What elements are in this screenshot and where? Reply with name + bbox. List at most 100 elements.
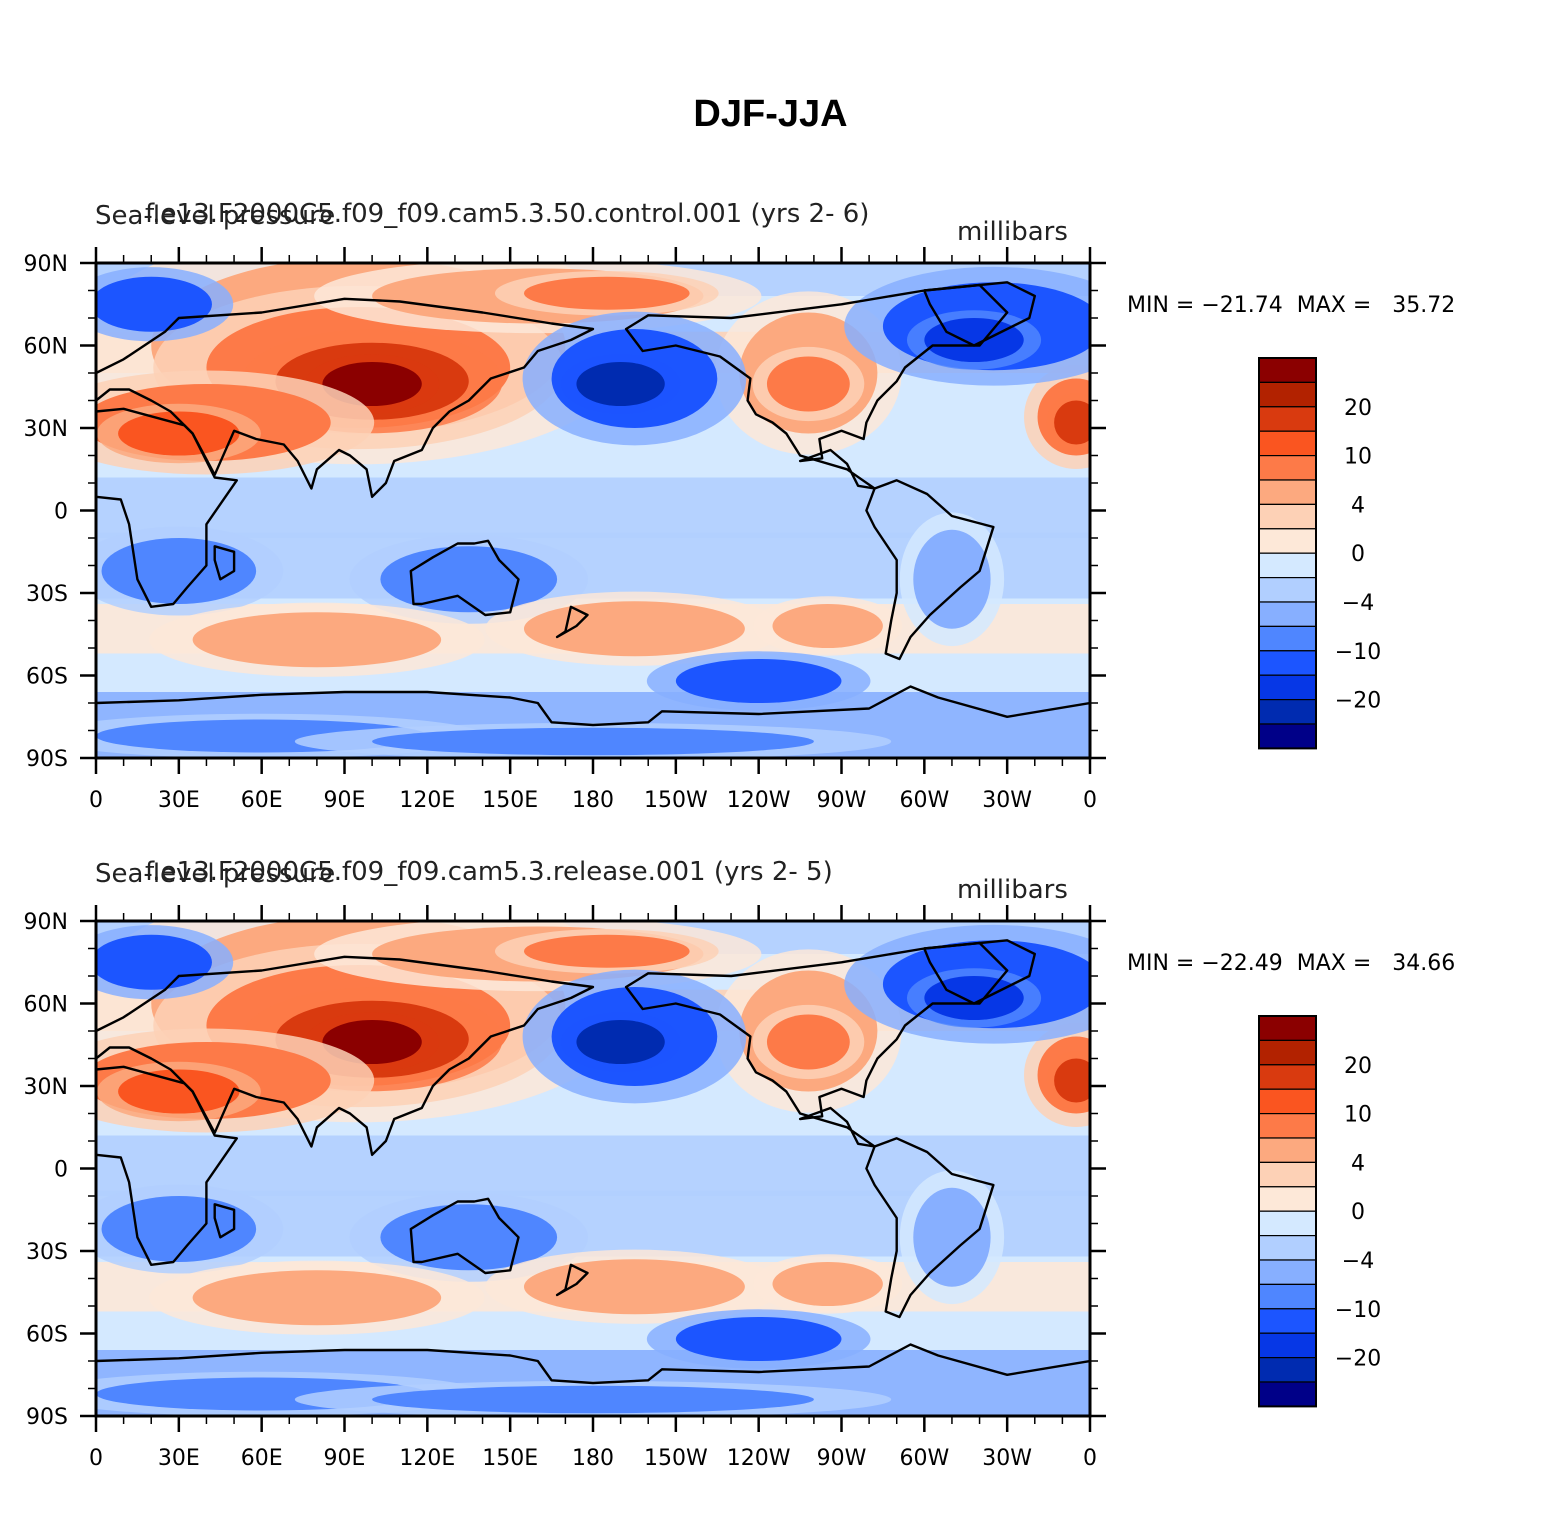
lat-label: 30N [24, 1075, 68, 1100]
colorbar-segment [1258, 1259, 1317, 1285]
pressure-contour [96, 934, 212, 990]
colorbar-segment [1258, 1137, 1317, 1163]
lon-label: 90W [817, 788, 867, 813]
pressure-contour [913, 529, 991, 629]
colorbar-segment [1258, 1064, 1317, 1090]
lat-label: 30S [26, 1240, 68, 1265]
colorbar: 20 10 4 0 −4 −10 −20 [1258, 1015, 1381, 1408]
colorbar-segment [1258, 528, 1317, 554]
colorbar-label: −4 [1342, 591, 1374, 616]
lat-label: 90S [26, 747, 68, 772]
lon-label: 180 [572, 1446, 614, 1471]
pressure-contour [772, 1262, 883, 1306]
pressure-contour [576, 362, 665, 406]
pressure-contour [372, 727, 814, 756]
colorbar-frame [1258, 357, 1317, 750]
coastline-antarctica [96, 1343, 1090, 1416]
colorbar-segment [1258, 1088, 1317, 1115]
lon-label: 0 [1083, 788, 1097, 813]
colorbar-segment [1258, 1161, 1317, 1188]
lat-label: 60N [24, 335, 68, 360]
colorbar-label: 0 [1351, 1200, 1365, 1225]
pressure-contour [118, 1069, 240, 1114]
lon-label: 60E [241, 1446, 283, 1471]
lon-label: 120W [727, 1446, 791, 1471]
colorbar-label: 20 [1344, 396, 1372, 421]
coastline-australia [409, 1197, 520, 1275]
colorbar-segment [1258, 357, 1317, 383]
colorbar-segment [1258, 406, 1317, 432]
lon-label: 120E [399, 1446, 455, 1471]
lon-label: 60E [241, 788, 283, 813]
colorbar-label: 20 [1344, 1054, 1372, 1079]
lat-label: 0 [54, 500, 68, 525]
sea-level-pressure-map: 90N 60N 30N 0 30S 60S 90S 0 30E 60E 90E 120E 150E 180… [24, 247, 1106, 813]
colorbar-segment [1258, 479, 1317, 505]
coastline-africa [96, 1065, 239, 1266]
colorbar-segment [1258, 1308, 1317, 1334]
colorbar-segment [1258, 503, 1317, 530]
colorbar-segment [1258, 1357, 1317, 1383]
pressure-contour [675, 1317, 842, 1361]
pressure-contour [523, 934, 690, 968]
colorbar-label: −10 [1335, 640, 1381, 665]
colorbar-segment [1258, 1283, 1317, 1310]
lat-label: 30N [24, 417, 68, 442]
lat-label: 60N [24, 993, 68, 1018]
coastline-madagascar [213, 545, 236, 581]
lat-label: 90S [26, 1405, 68, 1430]
case-label: f.e13.F2000C5.f09_f09.cam5.3.release.001… [145, 857, 833, 887]
lat-label: 0 [54, 1158, 68, 1183]
colorbar-segment [1258, 674, 1317, 701]
map-content: 90N 60N 30N 0 30S 60S 90S 0 30E 60E 90E 120E 150E 180… [24, 247, 1106, 813]
coastline-namerica [624, 941, 1009, 1148]
lon-label: 30E [158, 1446, 200, 1471]
colorbar-segment [1258, 381, 1317, 408]
units-label: millibars [957, 875, 1068, 905]
pressure-contour [523, 601, 745, 657]
lat-label: 30S [26, 582, 68, 607]
colorbar-segment [1258, 430, 1317, 457]
lon-label: 150E [482, 1446, 538, 1471]
pressure-contour [766, 356, 850, 412]
colorbar-segment [1258, 723, 1317, 749]
colorbar-segment [1258, 552, 1317, 579]
colorbar-frame [1258, 1015, 1317, 1408]
lon-label: 30W [982, 1446, 1032, 1471]
lat-label: 90N [24, 252, 68, 277]
sea-level-pressure-map: 90N 60N 30N 0 30S 60S 90S 0 30E 60E 90E 120E 150E 180… [24, 905, 1106, 1471]
coastline-antarctica [96, 685, 1090, 758]
case-label: f.e13.F2000C5.f09_f09.cam5.3.50.control.… [145, 199, 870, 229]
pressure-contour [913, 1187, 991, 1287]
lat-label: 60S [26, 665, 68, 690]
colorbar-label: 10 [1344, 1103, 1372, 1128]
lat-label: 60S [26, 1323, 68, 1348]
colorbar-segment [1258, 1112, 1317, 1139]
lon-label: 120E [399, 788, 455, 813]
lon-label: 30W [982, 788, 1032, 813]
coastline-australia [409, 539, 520, 617]
map-panel-release: 90N 60N 30N 0 30S 60S 90S 0 30E 60E 90E 120E 150E 180… [0, 853, 1541, 1493]
pressure-contour [192, 1270, 442, 1326]
coastline-greenland [923, 939, 1037, 1005]
colorbar-label: 10 [1344, 445, 1372, 470]
colorbar-segment [1258, 577, 1317, 603]
colorbar-segment [1258, 699, 1317, 725]
pressure-contour [523, 276, 690, 310]
coastline-nz [555, 1263, 589, 1297]
lon-label: 180 [572, 788, 614, 813]
units-label: millibars [957, 217, 1068, 247]
colorbar-label: −10 [1335, 1298, 1381, 1323]
map-content: 90N 60N 30N 0 30S 60S 90S 0 30E 60E 90E 120E 150E 180… [24, 905, 1106, 1471]
colorbar-segment [1258, 601, 1317, 627]
pressure-contour [372, 1385, 814, 1414]
colorbar-segment [1258, 1015, 1317, 1041]
variable-label: Sea-level pressure [95, 859, 336, 889]
lon-label: 150W [644, 788, 708, 813]
lon-label: 90E [324, 788, 366, 813]
variable-label: Sea-level pressure [95, 201, 336, 231]
colorbar-label: −4 [1342, 1249, 1374, 1274]
pressure-contour [96, 276, 212, 332]
colorbar-segment [1258, 1381, 1317, 1407]
figure-title: DJF-JJA [693, 93, 848, 135]
